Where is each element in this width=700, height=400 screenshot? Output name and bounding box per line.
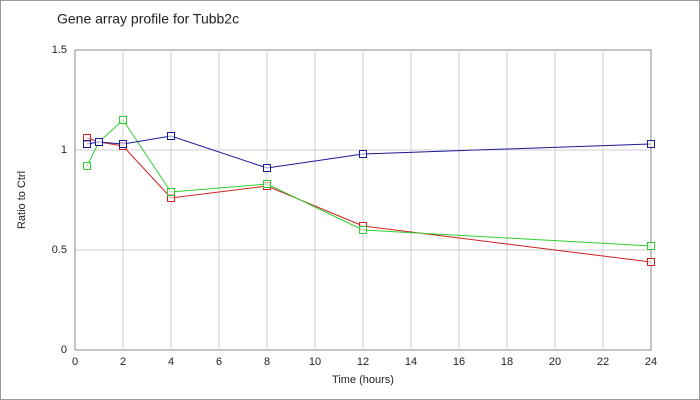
- point-marker: [83, 140, 91, 148]
- x-tick-label: 18: [501, 356, 513, 368]
- point-marker: [647, 242, 655, 250]
- point-marker: [119, 140, 127, 148]
- point-marker: [263, 180, 271, 188]
- x-tick-label: 2: [120, 356, 126, 368]
- x-tick-label: 16: [453, 356, 465, 368]
- point-marker: [167, 132, 175, 140]
- point-marker: [83, 162, 91, 170]
- x-tick-label: 20: [549, 356, 561, 368]
- y-tick-label: 0.5: [52, 244, 67, 256]
- point-marker: [119, 116, 127, 124]
- chart-title: Gene array profile for Tubb2c: [57, 11, 239, 27]
- x-tick-label: 0: [72, 356, 78, 368]
- point-marker: [359, 150, 367, 158]
- point-marker: [359, 226, 367, 234]
- x-tick-label: 10: [309, 356, 321, 368]
- x-tick-label: 4: [168, 356, 174, 368]
- y-tick-label: 0: [61, 344, 67, 356]
- point-marker: [263, 164, 271, 172]
- x-tick-label: 14: [405, 356, 417, 368]
- plot-border: [74, 49, 652, 351]
- x-tick-label: 12: [357, 356, 369, 368]
- y-axis-label: Ratio to Ctrl: [16, 171, 28, 229]
- point-marker: [647, 258, 655, 266]
- x-tick-label: 8: [264, 356, 270, 368]
- point-marker: [95, 138, 103, 146]
- x-axis-label: Time (hours): [332, 374, 394, 386]
- y-tick-label: 1.5: [52, 44, 67, 56]
- x-tick-label: 6: [216, 356, 222, 368]
- point-marker: [647, 140, 655, 148]
- y-tick-label: 1: [61, 144, 67, 156]
- x-tick-label: 24: [645, 356, 657, 368]
- x-tick-label: 22: [597, 356, 609, 368]
- point-marker: [167, 188, 175, 196]
